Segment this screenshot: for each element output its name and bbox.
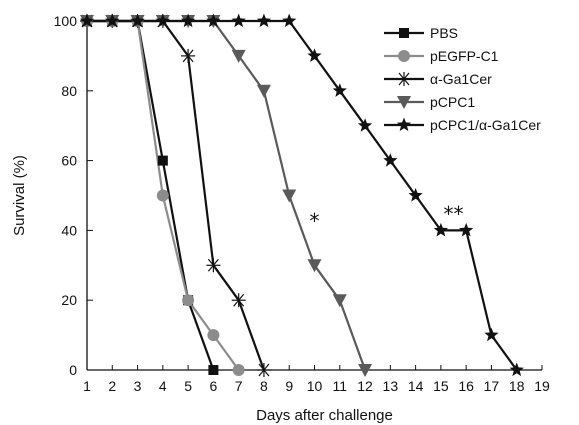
data-point [332,294,347,308]
legend-marker [397,96,411,109]
x-tick-label: 17 [484,378,500,394]
x-tick-label: 6 [209,378,217,394]
x-tick-label: 9 [285,378,293,394]
data-point [130,13,145,28]
data-point [206,13,221,28]
data-point [105,13,120,28]
data-point [206,258,221,273]
data-point [181,13,196,28]
x-tick-label: 3 [134,378,142,394]
y-axis-title: Survival (%) [11,155,28,236]
data-point [155,13,170,28]
data-point [207,329,220,342]
data-point [231,13,246,28]
data-point [231,49,246,63]
x-tick-label: 11 [333,378,348,394]
data-point [208,365,219,375]
legend-label: pCPC1 [430,94,475,110]
x-tick-label: 19 [534,378,550,394]
data-point [256,84,271,98]
y-tick-label: 40 [61,222,77,238]
x-axis-title: Days after challenge [256,407,393,424]
data-point [282,13,297,28]
x-tick-label: 1 [83,378,91,394]
legend-label: pEGFP-C1 [430,48,499,64]
data-point [484,327,499,342]
data-point [459,222,474,237]
x-tick-label: 2 [108,378,116,394]
data-point [408,188,423,202]
series-line-2 [87,19,265,371]
x-tick-label: 18 [509,378,525,394]
x-tick-label: 7 [235,378,243,394]
x-tick-label: 14 [408,378,424,394]
data-point [256,13,272,28]
x-tick-label: 5 [184,378,192,394]
data-point [231,293,246,308]
data-point [383,153,398,167]
legend-marker [399,28,409,38]
x-tick-label: 10 [307,378,323,394]
x-tick-label: 8 [260,378,268,394]
data-point [282,189,297,203]
data-point [157,155,168,166]
data-point [182,294,195,307]
x-tick-label: 15 [433,378,449,394]
y-tick-label: 100 [54,13,78,29]
legend-marker [398,50,410,62]
data-point [357,118,373,132]
significance-annotation: * [310,209,320,233]
data-point [307,48,322,62]
series-line-0 [87,19,215,371]
data-point [181,48,196,63]
data-point [358,364,373,377]
legend-label: pCPC1/α-Ga1Cer [430,117,541,133]
series-line-3 [87,19,367,371]
y-tick-label: 80 [61,83,77,99]
legend-label: α-Ga1Cer [430,71,492,87]
x-tick-label: 13 [383,378,399,394]
legend-marker [397,72,411,86]
x-tick-label: 16 [458,378,474,394]
data-point [307,259,322,273]
x-tick-label: 4 [159,378,167,394]
data-point [433,222,448,237]
data-point [332,83,347,97]
legend-marker [396,117,412,132]
data-point [79,13,95,28]
x-tick-label: 12 [357,378,373,394]
data-point [509,362,524,377]
data-point [256,363,271,377]
y-tick-label: 60 [61,153,77,169]
significance-annotation: ** [444,202,464,226]
y-tick-label: 20 [61,292,77,308]
data-point [156,189,169,202]
y-tick-label: 0 [69,362,77,378]
data-point [232,364,245,376]
legend-label: PBS [430,25,458,41]
